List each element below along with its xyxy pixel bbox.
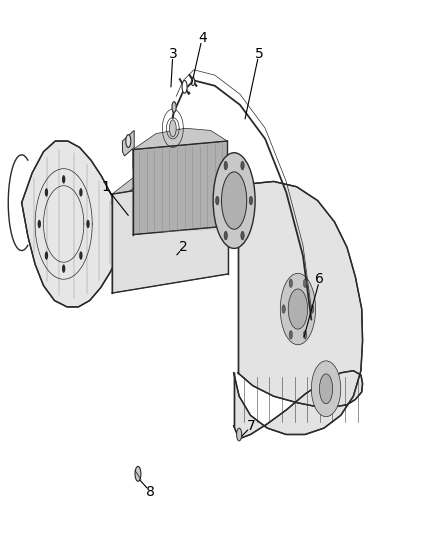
Circle shape — [191, 77, 194, 86]
Circle shape — [86, 220, 90, 228]
Text: 2: 2 — [179, 240, 188, 254]
Circle shape — [224, 231, 227, 240]
Circle shape — [170, 120, 176, 137]
Ellipse shape — [288, 289, 307, 329]
Circle shape — [62, 175, 65, 183]
Circle shape — [237, 428, 242, 441]
Ellipse shape — [222, 172, 247, 229]
Circle shape — [282, 305, 285, 313]
Text: 3: 3 — [169, 47, 177, 61]
Text: 1: 1 — [101, 180, 110, 194]
Text: 4: 4 — [198, 31, 207, 45]
Text: 7: 7 — [247, 419, 256, 433]
Circle shape — [38, 220, 41, 228]
Circle shape — [45, 188, 48, 197]
Circle shape — [289, 279, 293, 287]
Circle shape — [311, 305, 314, 313]
Text: 6: 6 — [315, 272, 324, 286]
Ellipse shape — [311, 361, 341, 417]
Text: 8: 8 — [146, 485, 155, 499]
Circle shape — [304, 279, 307, 287]
Circle shape — [289, 330, 293, 339]
Circle shape — [172, 102, 176, 112]
Polygon shape — [112, 156, 228, 205]
Ellipse shape — [213, 153, 255, 248]
Circle shape — [215, 196, 219, 205]
Circle shape — [62, 264, 65, 273]
Text: 5: 5 — [254, 47, 263, 61]
Polygon shape — [133, 128, 227, 168]
Ellipse shape — [319, 374, 333, 403]
Circle shape — [241, 231, 244, 240]
Polygon shape — [133, 141, 227, 235]
Polygon shape — [112, 175, 228, 293]
Circle shape — [224, 161, 227, 170]
Circle shape — [182, 80, 187, 93]
Circle shape — [126, 135, 131, 148]
Circle shape — [241, 161, 244, 170]
Polygon shape — [22, 141, 117, 307]
Circle shape — [79, 251, 83, 260]
Circle shape — [45, 251, 48, 260]
Polygon shape — [123, 131, 134, 156]
Circle shape — [249, 196, 253, 205]
Circle shape — [79, 188, 83, 197]
Circle shape — [304, 330, 307, 339]
Ellipse shape — [280, 273, 315, 345]
Polygon shape — [234, 181, 363, 439]
Circle shape — [135, 466, 141, 481]
